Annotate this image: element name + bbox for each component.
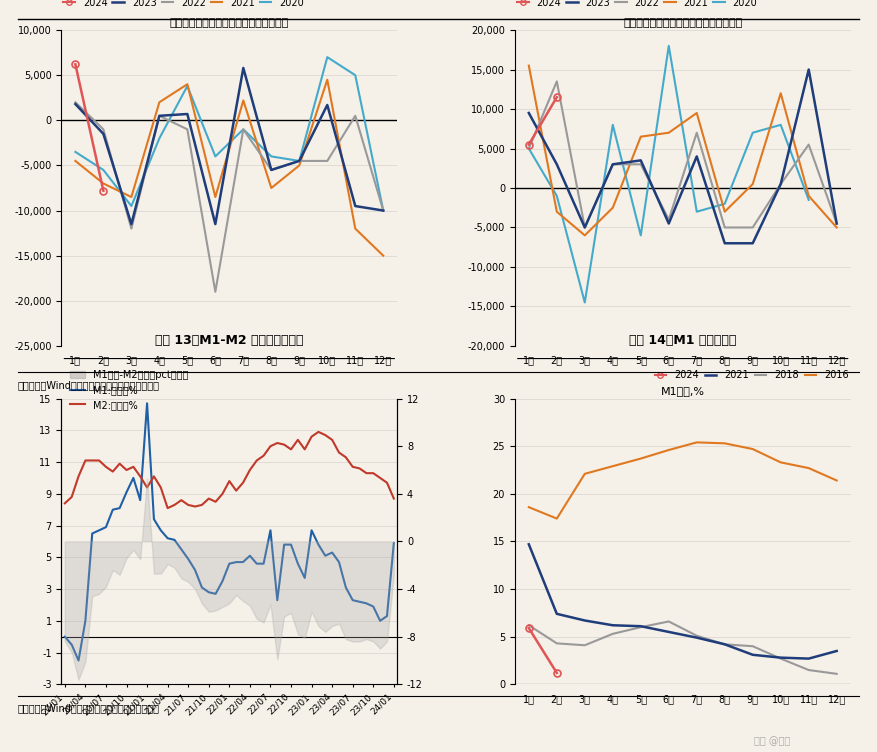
Legend: 2024, 2023, 2022, 2021, 2020: 2024, 2023, 2022, 2021, 2020 xyxy=(513,0,761,12)
Title: 当月新增非银机构存款季节性变化，亿元: 当月新增非银机构存款季节性变化，亿元 xyxy=(624,18,742,28)
Text: 数据来源：Wind，兴业证券经济与金融研究院整理: 数据来源：Wind，兴业证券经济与金融研究院整理 xyxy=(18,703,160,713)
Legend: M1同比-M2同比，pct，右轴, M1:同比，%, M2:同比，%: M1同比-M2同比，pct，右轴, M1:同比，%, M2:同比，% xyxy=(67,366,192,414)
Text: 图表 13：M1-M2 剪刀差再度走阔: 图表 13：M1-M2 剪刀差再度走阔 xyxy=(155,334,303,347)
Title: M1同比,%: M1同比,% xyxy=(660,387,705,396)
Legend: 2024, 2021, 2018, 2016: 2024, 2021, 2018, 2016 xyxy=(651,366,852,384)
Text: 知乎 @知帆: 知乎 @知帆 xyxy=(753,736,790,747)
Text: 图表 14：M1 季节性下行: 图表 14：M1 季节性下行 xyxy=(629,334,737,347)
Legend: 2024, 2023, 2022, 2021, 2020: 2024, 2023, 2022, 2021, 2020 xyxy=(60,0,308,12)
Text: 数据来源：Wind，兴业证券经济与金融研究院整理: 数据来源：Wind，兴业证券经济与金融研究院整理 xyxy=(18,380,160,390)
Title: 剔除地方债净融资的财政存款变动，亿元: 剔除地方债净融资的财政存款变动，亿元 xyxy=(170,18,289,28)
